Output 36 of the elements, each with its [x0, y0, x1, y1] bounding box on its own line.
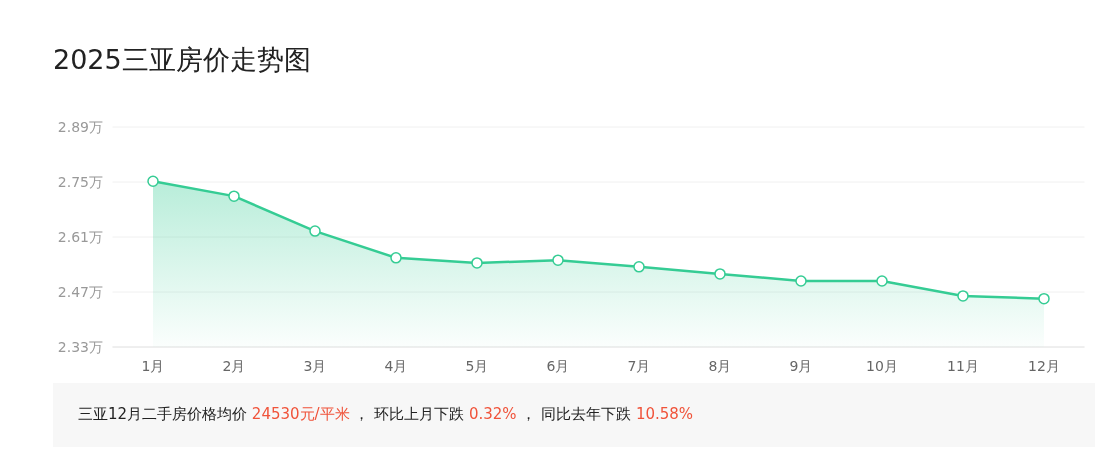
point [552, 254, 564, 266]
chart-title: 2025三亚房价走势图 [53, 43, 311, 77]
x-tick-label: 4月 [384, 358, 408, 374]
point [1038, 292, 1050, 305]
text: 三亚12月二手房价格均价 [78, 405, 249, 423]
x-tick-label: 3月 [303, 358, 327, 374]
text: 24530元/平米 [251, 405, 350, 423]
x-tick-label: 6月 [546, 358, 570, 374]
x-tick-label: 9月 [789, 358, 813, 374]
x-tick-label: 10月 [866, 358, 898, 374]
y-tick-label: 2.89万 [57, 119, 103, 135]
text: 0.32% [468, 405, 517, 423]
point [633, 261, 645, 273]
x-tick-label: 7月 [627, 358, 651, 374]
x-tick-label: 8月 [708, 358, 732, 374]
x-tick-label: 2月 [222, 358, 246, 374]
point [228, 190, 240, 202]
point [714, 268, 726, 280]
point [795, 275, 807, 287]
y-tick-label: 2.33万 [57, 339, 103, 355]
point [957, 290, 969, 302]
point [876, 275, 888, 287]
text: 10.58% [635, 405, 694, 423]
point [309, 225, 321, 237]
y-tick-label: 2.47万 [57, 284, 103, 300]
point [471, 257, 483, 269]
text: ， 环比上月下跌 [353, 405, 466, 423]
x-tick-label: 11月 [947, 358, 979, 374]
y-tick-label: 2.61万 [57, 229, 103, 245]
x-tick-label: 12月 [1028, 358, 1060, 374]
point [390, 252, 402, 264]
text: ， 同比去年下跌 [520, 405, 633, 423]
point [147, 175, 159, 187]
y-tick-label: 2.75万 [57, 174, 103, 190]
x-tick-label: 1月 [141, 358, 165, 374]
x-tick-label: 5月 [465, 358, 489, 374]
